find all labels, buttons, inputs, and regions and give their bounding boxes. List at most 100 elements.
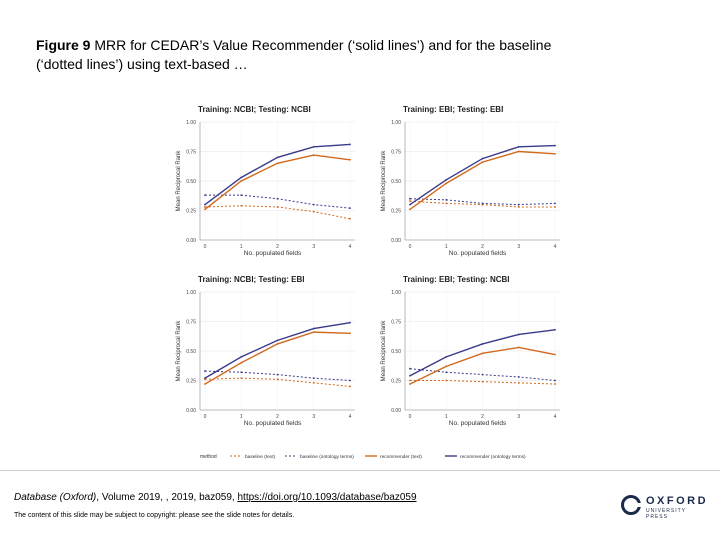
y-tick-label: 0.50 <box>186 349 196 355</box>
data-point <box>481 343 484 345</box>
data-point <box>204 208 206 211</box>
x-tick-label: 0 <box>409 414 412 420</box>
panel-title: Training: EBI; Testing: NCBI <box>403 275 510 284</box>
data-point <box>312 154 315 156</box>
x-tick-label: 4 <box>554 414 557 420</box>
x-tick-label: 4 <box>349 414 352 420</box>
data-point <box>481 373 484 376</box>
data-point <box>240 371 243 374</box>
x-tick-label: 0 <box>409 244 412 250</box>
y-axis-label: Mean Reciprocal Rank <box>176 320 182 382</box>
y-tick-label: 0.75 <box>186 320 196 326</box>
data-point <box>554 328 556 331</box>
y-tick-label: 1.00 <box>186 120 196 126</box>
data-point <box>349 321 351 324</box>
data-point <box>554 353 556 356</box>
oxford-logo-subtitle: UNIVERSITY PRESS <box>646 508 686 520</box>
data-point <box>349 385 351 388</box>
y-tick-label: 0.00 <box>391 238 401 244</box>
data-point <box>240 377 243 380</box>
figure-caption-text: MRR for CEDAR’s Value Recommender (‘soli… <box>36 37 552 72</box>
x-axis-label: No. populated fields <box>244 420 302 427</box>
data-point <box>349 143 351 146</box>
data-point <box>554 383 556 385</box>
data-point <box>409 367 411 370</box>
data-point <box>276 343 279 345</box>
citation-details: , Volume 2019, , 2019, baz059, <box>96 492 238 503</box>
x-tick-label: 1 <box>445 244 448 250</box>
data-point <box>204 377 206 380</box>
panel-title: Training: NCBI; Testing: NCBI <box>198 105 311 114</box>
data-point <box>349 207 351 210</box>
y-tick-label: 0.00 <box>186 238 196 244</box>
data-point <box>204 203 206 206</box>
data-point <box>349 158 351 161</box>
data-point <box>481 157 484 160</box>
data-point <box>517 206 520 208</box>
chart-area: Training: NCBI; Testing: NCBI 0.00 0.25 0.5… <box>160 100 560 470</box>
data-point <box>481 202 484 205</box>
y-tick-label: 0.25 <box>391 379 401 385</box>
data-point <box>276 197 279 200</box>
data-point <box>517 333 520 336</box>
data-point <box>204 370 206 372</box>
y-tick-label: 0.50 <box>186 179 196 185</box>
data-point <box>445 365 448 368</box>
data-point <box>445 371 448 374</box>
data-point <box>312 145 315 148</box>
x-tick-label: 0 <box>204 244 207 250</box>
legend-label: baseline (ontology terms) <box>300 454 354 460</box>
data-point <box>312 377 315 380</box>
y-tick-label: 0.00 <box>391 408 401 414</box>
data-point <box>276 373 279 376</box>
legend-label: recommender (ontology terms) <box>460 454 526 460</box>
data-point <box>517 346 520 349</box>
x-tick-label: 3 <box>312 244 315 250</box>
data-point <box>481 352 484 355</box>
data-point <box>445 178 448 181</box>
x-tick-label: 4 <box>349 244 352 250</box>
x-axis-label: No. populated fields <box>449 250 507 257</box>
panel-title: Training: NCBI; Testing: EBI <box>198 275 305 284</box>
y-axis-label: Mean Reciprocal Rank <box>176 150 182 212</box>
data-point <box>409 379 411 382</box>
data-point <box>312 327 315 330</box>
data-point <box>517 203 520 206</box>
data-point <box>276 162 279 165</box>
data-point <box>312 331 315 334</box>
citation: Database (Oxford), Volume 2019, , 2019, … <box>14 492 417 503</box>
y-tick-label: 1.00 <box>391 290 401 296</box>
data-point <box>409 203 411 206</box>
data-point <box>240 204 243 207</box>
x-tick-label: 1 <box>240 244 243 250</box>
data-point <box>445 356 448 358</box>
x-tick-label: 3 <box>517 244 520 250</box>
data-point <box>240 194 243 197</box>
data-point <box>517 376 520 378</box>
data-point <box>409 208 411 211</box>
oxford-logo[interactable]: OXFORD UNIVERSITY PRESS <box>620 494 710 520</box>
y-tick-label: 0.25 <box>391 209 401 215</box>
data-point <box>204 206 206 208</box>
data-point <box>517 145 520 148</box>
y-tick-label: 0.75 <box>391 150 401 156</box>
x-tick-label: 1 <box>445 414 448 420</box>
y-tick-label: 0.75 <box>391 320 401 326</box>
y-axis-label: Mean Reciprocal Rank <box>381 320 387 382</box>
x-tick-label: 3 <box>312 414 315 420</box>
legend-title: method <box>200 454 217 460</box>
data-point <box>554 152 556 155</box>
citation-doi-link[interactable]: https://doi.org/10.1093/database/baz059 <box>237 492 417 503</box>
data-point <box>204 383 206 385</box>
y-tick-label: 0.25 <box>186 379 196 385</box>
data-point <box>312 210 315 213</box>
oxford-logo-icon <box>621 495 642 515</box>
data-point <box>240 176 243 179</box>
data-point <box>409 197 411 200</box>
data-point <box>312 203 315 206</box>
data-point <box>240 361 243 364</box>
x-axis-label: No. populated fields <box>244 250 302 257</box>
data-point <box>517 381 520 384</box>
data-point <box>349 379 351 382</box>
y-tick-label: 0.50 <box>391 179 401 185</box>
